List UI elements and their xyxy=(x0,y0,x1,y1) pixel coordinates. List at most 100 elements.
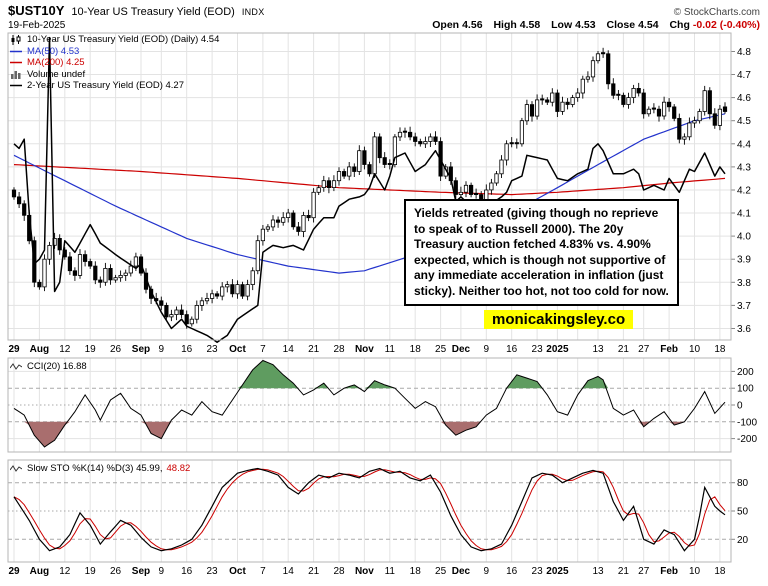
chart-date: 19-Feb-2025 xyxy=(8,20,66,31)
svg-text:4.5: 4.5 xyxy=(737,116,751,127)
svg-text:27: 27 xyxy=(638,566,650,577)
svg-text:16: 16 xyxy=(181,566,193,577)
svg-text:23: 23 xyxy=(207,344,219,355)
svg-text:4.7: 4.7 xyxy=(737,70,751,81)
svg-text:16: 16 xyxy=(506,566,518,577)
svg-text:29: 29 xyxy=(8,344,20,355)
svg-text:Feb: Feb xyxy=(660,566,678,577)
stochastic-legend: Slow STO %K(14) %D(3) 45.99, 48.82 xyxy=(10,463,190,475)
svg-text:18: 18 xyxy=(410,344,422,355)
svg-text:20: 20 xyxy=(737,535,749,546)
annotation-line: any immediate acceleration in inflation … xyxy=(414,268,664,282)
svg-text:Feb: Feb xyxy=(660,344,678,355)
svg-text:27: 27 xyxy=(638,344,650,355)
svg-text:Nov: Nov xyxy=(355,566,374,577)
svg-text:28: 28 xyxy=(333,344,345,355)
svg-text:-100: -100 xyxy=(737,417,757,428)
svg-text:26: 26 xyxy=(110,566,122,577)
svg-text:3.6: 3.6 xyxy=(737,324,751,335)
svg-text:28: 28 xyxy=(333,566,345,577)
svg-text:29: 29 xyxy=(8,566,20,577)
svg-text:3.8: 3.8 xyxy=(737,278,751,289)
legend-2y-row: 2-Year US Treasury Yield (EOD) 4.27 xyxy=(10,80,219,92)
low-label: Low xyxy=(551,19,573,31)
svg-text:2025: 2025 xyxy=(546,566,569,577)
chart-header: $UST10Y 10-Year US Treasury Yield (EOD) … xyxy=(8,3,760,31)
ma50-line-icon xyxy=(10,47,24,56)
svg-text:0: 0 xyxy=(737,401,743,412)
svg-text:200: 200 xyxy=(737,367,754,378)
svg-text:21: 21 xyxy=(618,566,630,577)
candlestick-icon xyxy=(10,34,24,45)
svg-text:4.4: 4.4 xyxy=(737,139,751,150)
svg-text:Sep: Sep xyxy=(132,344,150,355)
svg-text:23: 23 xyxy=(532,566,544,577)
high-value: 4.58 xyxy=(519,19,541,31)
svg-text:Sep: Sep xyxy=(132,566,150,577)
legend-cci-row: CCI(20) 16.88 xyxy=(10,361,87,373)
svg-text:4.2: 4.2 xyxy=(737,186,751,197)
svg-text:19: 19 xyxy=(85,344,97,355)
open-value: 4.56 xyxy=(462,19,483,31)
svg-text:19: 19 xyxy=(85,566,97,577)
svg-text:14: 14 xyxy=(283,566,295,577)
volume-bars-icon xyxy=(10,70,24,79)
close-value: 4.54 xyxy=(638,19,659,31)
legend-stoch-k-label: Slow STO %K(14) %D(3) 45.99, xyxy=(27,463,163,475)
cci-legend: CCI(20) 16.88 xyxy=(10,361,87,373)
stockcharts-credit: © StockCharts.com xyxy=(673,7,760,18)
svg-text:4.0: 4.0 xyxy=(737,232,751,243)
svg-text:Oct: Oct xyxy=(229,344,246,355)
exchange-label: INDX xyxy=(241,7,265,17)
svg-text:12: 12 xyxy=(59,344,71,355)
site-watermark: monicakingsley.co xyxy=(484,310,634,329)
svg-text:23: 23 xyxy=(532,344,544,355)
svg-text:18: 18 xyxy=(410,566,422,577)
stoch-wave-icon xyxy=(10,464,24,473)
title-row: $UST10Y 10-Year US Treasury Yield (EOD) … xyxy=(8,3,760,18)
svg-text:Aug: Aug xyxy=(30,344,49,355)
legend-2y-label: 2-Year US Treasury Yield (EOD) 4.27 xyxy=(27,80,184,92)
legend-stoch-row: Slow STO %K(14) %D(3) 45.99, 48.82 xyxy=(10,463,190,475)
svg-text:23: 23 xyxy=(207,566,219,577)
svg-text:-200: -200 xyxy=(737,434,757,445)
annotation-line: Yields retreated (giving though no repri… xyxy=(414,206,659,220)
legend-series-label: 10-Year US Treasury Yield (EOD) (Daily) … xyxy=(27,34,220,46)
legend-volume-row: Volume undef xyxy=(10,69,219,81)
svg-text:10: 10 xyxy=(689,344,701,355)
svg-text:18: 18 xyxy=(714,566,726,577)
cci-wave-icon xyxy=(10,362,24,371)
svg-text:Dec: Dec xyxy=(452,344,471,355)
svg-text:4.8: 4.8 xyxy=(737,47,751,58)
svg-text:25: 25 xyxy=(435,344,447,355)
svg-text:21: 21 xyxy=(308,566,320,577)
svg-text:Oct: Oct xyxy=(229,566,246,577)
close-label: Close xyxy=(606,19,636,31)
svg-text:4.6: 4.6 xyxy=(737,93,751,104)
change-label: Chg xyxy=(669,19,690,31)
svg-text:16: 16 xyxy=(181,344,193,355)
main-legend: 10-Year US Treasury Yield (EOD) (Daily) … xyxy=(10,34,219,92)
annotation-line: expected, which is though not supportive… xyxy=(414,252,666,267)
svg-text:2025: 2025 xyxy=(546,344,569,355)
annotation-line: to speak of to Russell 2000). The 20y xyxy=(414,221,624,236)
svg-text:21: 21 xyxy=(618,344,630,355)
change-value: -0.02 (-0.40%) xyxy=(692,19,760,31)
svg-text:16: 16 xyxy=(506,344,518,355)
svg-text:3.7: 3.7 xyxy=(737,301,751,312)
ma200-line-icon xyxy=(10,58,24,67)
open-label: Open xyxy=(432,19,460,31)
annotation-line: Treasury auction fetched 4.83% vs. 4.90% xyxy=(414,237,651,251)
legend-ma50-row: MA(50) 4.53 xyxy=(10,46,219,58)
legend-volume-label: Volume undef xyxy=(27,68,86,80)
svg-text:4.3: 4.3 xyxy=(737,162,751,173)
legend-ma50-label: MA(50) 4.53 xyxy=(27,45,80,57)
svg-text:7: 7 xyxy=(260,566,266,577)
svg-text:10: 10 xyxy=(689,566,701,577)
quote-row: 19-Feb-2025 Open 4.56 High 4.58 Low 4.53 Cl… xyxy=(8,19,760,31)
svg-text:9: 9 xyxy=(158,344,164,355)
svg-text:14: 14 xyxy=(283,344,295,355)
svg-text:11: 11 xyxy=(385,344,396,355)
legend-cci-label: CCI(20) 16.88 xyxy=(27,361,87,373)
